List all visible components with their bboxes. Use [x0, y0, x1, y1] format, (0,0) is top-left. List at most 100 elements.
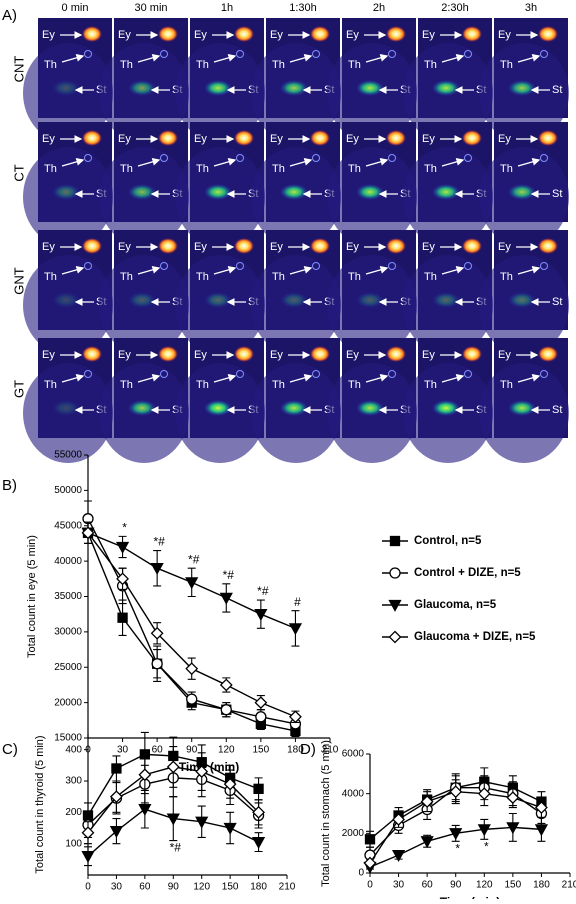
x-tick-label: 210	[562, 880, 576, 891]
x-tick-label: 180	[250, 882, 267, 893]
eye-signal	[386, 26, 406, 42]
stomach-signal	[508, 292, 536, 308]
marker	[186, 693, 198, 705]
organ-label: Th	[120, 163, 133, 175]
organ-label: Ey	[346, 29, 359, 41]
marker	[81, 851, 95, 864]
thyroid-signal	[312, 262, 320, 270]
y-tick-label: 50000	[54, 485, 82, 496]
legend-label: Glaucoma, n=5	[414, 599, 497, 611]
thyroid-signal	[160, 370, 168, 378]
marker	[477, 824, 491, 837]
eye-signal	[538, 346, 558, 362]
y-tick-label: 6000	[342, 749, 365, 760]
arrow	[61, 54, 85, 63]
annotation: *#	[257, 584, 269, 598]
stomach-signal	[52, 80, 80, 96]
organ-label: Th	[272, 271, 285, 283]
organ-label: Ey	[422, 29, 435, 41]
y-tick-label: 30000	[54, 627, 82, 638]
annotation: *#	[153, 535, 165, 549]
organ-label: Th	[500, 379, 513, 391]
y-tick-label: 0	[358, 868, 364, 879]
arrow	[517, 54, 541, 63]
organ-label: Th	[348, 163, 361, 175]
stomach-signal	[356, 184, 384, 200]
eye-signal	[386, 346, 406, 362]
marker	[420, 836, 434, 849]
arrow	[61, 158, 85, 167]
marker	[289, 710, 302, 724]
thyroid-signal	[160, 262, 168, 270]
x-tick-label: 120	[193, 882, 210, 893]
y-tick-label: 35000	[54, 591, 82, 602]
arrow	[137, 54, 161, 63]
row-label: GT	[11, 380, 26, 398]
stomach-signal	[52, 400, 80, 416]
x-tick-label: 60	[152, 745, 164, 756]
organ-label: Ey	[346, 349, 359, 361]
arrow	[441, 54, 465, 63]
marker	[219, 678, 233, 692]
legend-label: Control + DIZE, n=5	[414, 567, 521, 579]
annotation: *#	[223, 568, 235, 582]
marker	[449, 828, 463, 841]
eye-signal	[462, 238, 482, 254]
marker	[254, 696, 268, 710]
eye-signal	[310, 130, 330, 146]
stomach-signal	[508, 184, 536, 200]
marker	[138, 804, 152, 817]
annotation: *	[122, 521, 127, 535]
marker	[254, 609, 268, 622]
stomach-signal	[280, 80, 308, 96]
thyroid-signal	[160, 50, 168, 58]
arrow	[517, 266, 541, 275]
eye-signal	[158, 346, 178, 362]
marker	[166, 813, 180, 826]
panel-label: B)	[2, 477, 17, 494]
thyroid-signal	[84, 262, 92, 270]
annotation: *	[484, 839, 489, 853]
thyroid-signal	[540, 154, 548, 162]
organ-label: Ey	[42, 241, 55, 253]
arrow	[61, 266, 85, 275]
x-tick-label: 30	[117, 745, 129, 756]
annotation: *	[455, 841, 460, 855]
x-tick-label: 90	[450, 880, 462, 891]
thyroid-signal	[388, 50, 396, 58]
row-label: GNT	[11, 267, 26, 295]
eye-signal	[386, 238, 406, 254]
organ-label: Ey	[118, 349, 131, 361]
organ-label: Th	[500, 59, 513, 71]
y-tick-label: 55000	[54, 450, 82, 461]
x-tick-label: 90	[186, 745, 198, 756]
y-axis-label: Total count in stomach (5 min)	[320, 740, 332, 887]
thyroid-signal	[84, 50, 92, 58]
organ-label: Ey	[422, 241, 435, 253]
marker	[150, 626, 164, 640]
marker	[363, 856, 377, 870]
marker	[195, 765, 209, 779]
marker	[506, 791, 520, 805]
stomach-signal	[128, 400, 156, 416]
y-tick-label: 20000	[54, 697, 82, 708]
stomach-signal	[128, 80, 156, 96]
eye-signal	[82, 26, 102, 42]
marker	[195, 816, 209, 829]
thyroid-signal	[236, 262, 244, 270]
arrow	[289, 158, 313, 167]
marker	[138, 768, 152, 782]
arrow	[289, 266, 313, 275]
organ-label: Ey	[42, 29, 55, 41]
x-tick-label: 150	[253, 745, 270, 756]
eye-signal	[462, 130, 482, 146]
arrow	[289, 374, 313, 383]
arrow	[365, 266, 389, 275]
column-header: 2h	[373, 2, 385, 14]
column-header: 1:30h	[289, 2, 317, 14]
organ-label: Th	[348, 379, 361, 391]
marker	[220, 704, 232, 716]
y-axis-label: Total count in eye (5 min)	[26, 535, 38, 658]
arrow	[137, 374, 161, 383]
